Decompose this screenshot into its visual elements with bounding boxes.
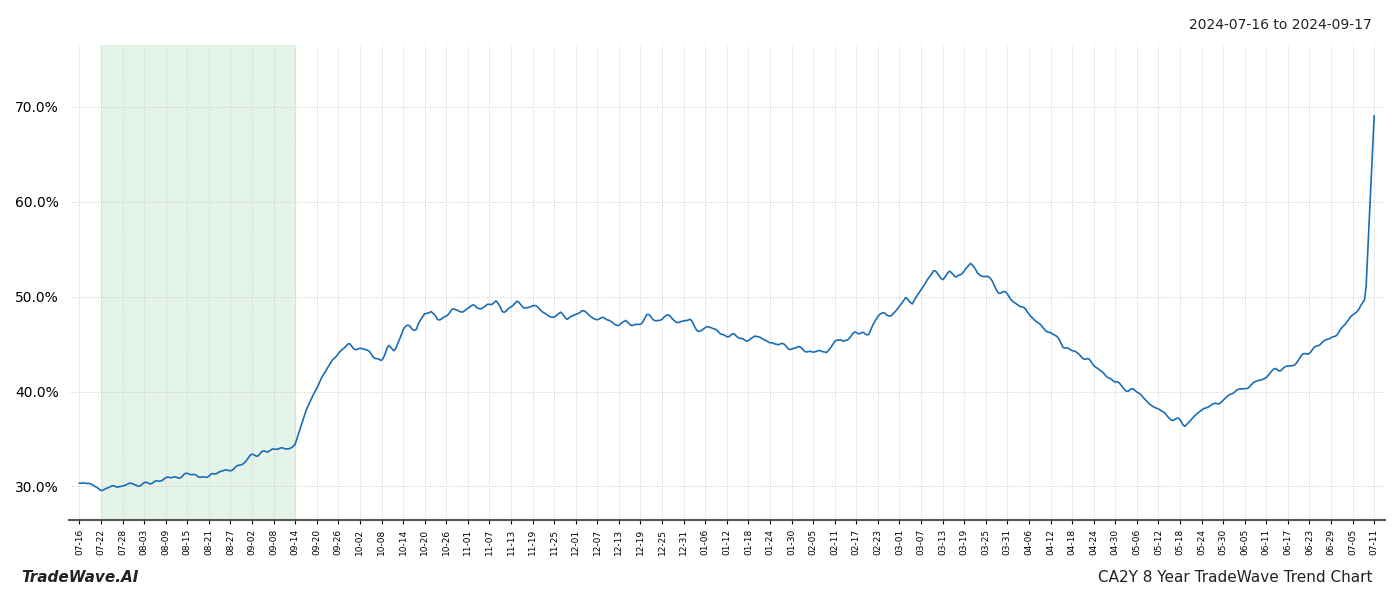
Text: TradeWave.AI: TradeWave.AI [21,570,139,585]
Bar [101,45,295,520]
Text: 2024-07-16 to 2024-09-17: 2024-07-16 to 2024-09-17 [1189,18,1372,32]
Text: CA2Y 8 Year TradeWave Trend Chart: CA2Y 8 Year TradeWave Trend Chart [1098,570,1372,585]
